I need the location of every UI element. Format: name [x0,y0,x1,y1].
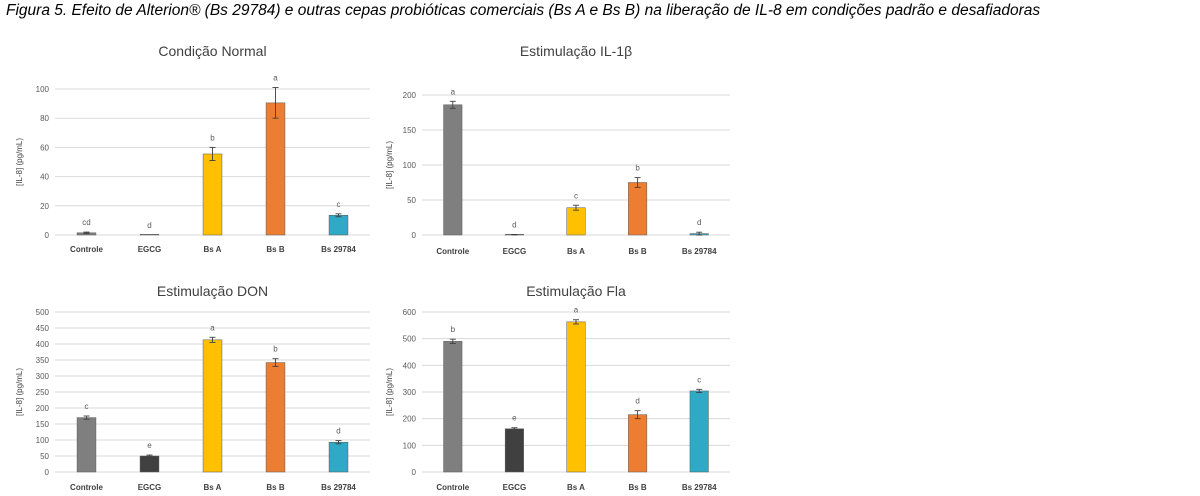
y-tick-label: 300 [36,372,50,381]
y-tick-label: 40 [40,173,49,182]
y-tick-label: 100 [403,441,417,450]
significance-label-egcg: e [147,441,152,450]
y-tick-label: 450 [36,324,50,333]
significance-label-controle: c [85,402,89,411]
category-label-bs-b: Bs B [266,245,284,254]
significance-label-bs-29784: c [337,200,341,209]
y-tick-label: 100 [403,161,417,170]
category-label-bs-a: Bs A [204,483,222,492]
significance-label-egcg: d [512,220,516,229]
bar-bs-29784 [328,215,349,236]
category-label-controle: Controle [436,483,469,492]
bar-bs-b [628,414,648,473]
significance-label-bs-b: d [635,397,639,406]
y-tick-label: 80 [40,114,49,123]
y-tick-label: 200 [403,91,417,100]
category-label-egcg: EGCG [503,483,527,492]
y-tick-label: 100 [36,436,50,445]
category-label-egcg: EGCG [138,483,162,492]
y-tick-label: 200 [36,404,50,413]
bar-controle [443,104,463,236]
y-tick-label: 20 [40,202,49,211]
category-label-bs-b: Bs B [628,483,646,492]
significance-label-bs-b: b [273,345,278,354]
y-tick-label: 150 [36,420,50,429]
bar-bs-29784 [689,390,709,473]
chart-estimulacao-don: Estimulação DON 0 50 100 150 200 250 300 350 400 4… [15,283,370,492]
significance-label-egcg: e [512,414,517,423]
y-tick-label: 100 [36,85,50,94]
significance-label-bs-b: b [635,164,640,173]
category-label-bs-b: Bs B [266,483,284,492]
y-tick-label: 0 [45,231,50,240]
category-label-bs-29784: Bs 29784 [682,247,717,256]
category-label-controle: Controle [70,483,103,492]
y-tick-label: 250 [36,388,50,397]
significance-label-controle: a [451,87,456,96]
bar-egcg [504,428,524,473]
chart-title: Estimulação DON [157,283,268,299]
bar-bs-b [265,102,286,236]
bar-bs-b [265,362,286,473]
category-label-bs-29784: Bs 29784 [321,245,356,254]
bar-bs-a [202,153,223,236]
bar-egcg [139,455,160,473]
bar-bs-a [202,339,223,473]
significance-label-controle: cd [82,218,90,227]
category-label-bs-b: Bs B [628,247,646,256]
significance-label-bs-a: a [210,323,215,332]
chart-title: Condição Normal [158,43,266,59]
y-tick-label: 50 [40,452,49,461]
significance-label-controle: b [451,325,456,334]
bar-bs-b [628,182,648,236]
category-label-egcg: EGCG [503,247,527,256]
y-tick-label: 600 [403,308,417,317]
bar-controle [76,417,97,473]
significance-label-egcg: d [147,221,151,230]
significance-label-bs-b: a [273,74,278,83]
y-tick-label: 500 [403,335,417,344]
category-label-bs-a: Bs A [567,483,585,492]
figure-caption: Figura 5. Efeito de Alterion® (Bs 29784)… [6,2,1041,19]
category-label-controle: Controle [436,247,469,256]
chart-estimulacao-fla: Estimulação Fla 0 100 200 300 400 500 600 [IL-8]… [385,283,730,492]
significance-label-bs-29784: c [697,375,701,384]
y-tick-label: 150 [403,126,417,135]
category-label-egcg: EGCG [138,245,162,254]
significance-label-bs-29784: d [697,218,701,227]
y-tick-label: 400 [36,340,50,349]
category-label-bs-a: Bs A [204,245,222,254]
y-tick-label: 500 [36,308,50,317]
chart-title: Estimulação Fla [526,283,626,299]
y-axis-label: [IL-8] (pg/mL) [15,138,24,186]
bar-egcg [139,234,160,236]
y-tick-label: 60 [40,143,49,152]
chart-estimulacao-il1b: Estimulação IL-1β 0 50 100 150 200 [IL-8] (pg/… [385,43,730,256]
significance-label-bs-29784: d [336,427,340,436]
y-tick-label: 0 [45,468,50,477]
significance-label-bs-a: a [574,306,579,315]
significance-label-bs-a: b [210,133,215,142]
bar-bs-a [566,207,586,236]
category-label-controle: Controle [70,245,103,254]
y-tick-label: 350 [36,356,50,365]
y-axis-label: [IL-8] (pg/mL) [385,368,394,416]
chart-condicao-normal: Condição Normal 0 20 40 60 80 100 [IL-8] (pg/mL… [15,43,370,254]
chart-title: Estimulação IL-1β [520,43,632,59]
category-label-bs-29784: Bs 29784 [321,483,356,492]
y-tick-label: 0 [412,468,417,477]
category-label-bs-a: Bs A [567,247,585,256]
y-axis-label: [IL-8] (pg/mL) [15,368,24,416]
y-tick-label: 200 [403,415,417,424]
significance-label-bs-a: c [574,191,578,200]
y-tick-label: 50 [407,196,416,205]
category-label-bs-29784: Bs 29784 [682,483,717,492]
y-tick-label: 300 [403,388,417,397]
y-tick-label: 0 [412,231,417,240]
y-axis-label: [IL-8] (pg/mL) [385,141,394,189]
bar-bs-a [566,321,586,473]
y-tick-label: 400 [403,361,417,370]
bar-controle [443,341,463,473]
bar-bs-29784 [328,441,349,473]
